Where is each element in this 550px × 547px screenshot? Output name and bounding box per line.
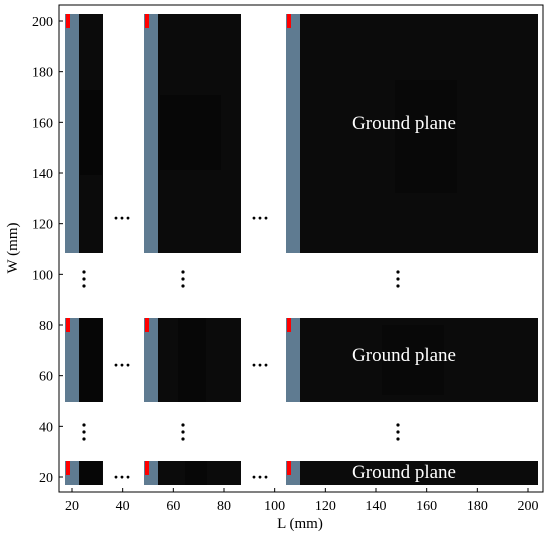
shade — [185, 461, 207, 485]
x-tick-label: 80 — [217, 499, 231, 514]
shade — [80, 90, 102, 175]
feed-marker — [145, 14, 149, 28]
shade — [80, 318, 102, 402]
substrate-strip — [286, 318, 300, 402]
horizontal-ellipsis: ··· — [113, 208, 131, 228]
y-tick-label: 40 — [39, 420, 53, 435]
horizontal-ellipsis: ··· — [251, 355, 269, 375]
feed-marker — [287, 318, 291, 332]
shade — [160, 95, 221, 170]
substrate-strip — [65, 318, 79, 402]
x-axis-label: L (mm) — [277, 516, 323, 532]
row-top: Ground plane — [65, 14, 538, 253]
row-middle: Ground plane — [65, 318, 538, 402]
y-tick-label: 80 — [39, 319, 53, 334]
y-tick-label: 60 — [39, 370, 53, 385]
y-tick-label: 20 — [39, 471, 53, 486]
y-tick-label: 100 — [32, 268, 53, 283]
feed-marker — [66, 14, 70, 28]
substrate-strip — [144, 14, 158, 253]
feed-marker — [145, 318, 149, 332]
shade — [382, 325, 444, 395]
ground-plane-label: Ground plane — [352, 462, 456, 483]
x-tick-label: 20 — [65, 499, 79, 514]
shade — [395, 80, 457, 193]
y-tick-label: 120 — [32, 218, 53, 233]
feed-marker — [287, 461, 291, 475]
y-tick-label: 140 — [32, 167, 53, 182]
row-bottom: Ground plane — [65, 461, 538, 485]
vertical-ellipses — [82, 270, 400, 441]
substrate-strip — [65, 14, 79, 253]
horizontal-ellipsis: ··· — [251, 467, 269, 487]
x-tick-label: 120 — [315, 499, 336, 514]
y-tick-label: 180 — [32, 66, 53, 81]
x-tick-label: 160 — [416, 499, 437, 514]
y-axis-label: W (mm) — [5, 223, 21, 274]
x-axis: 20 40 60 80 100 120 140 160 180 200 — [65, 488, 539, 514]
feed-marker — [145, 461, 149, 475]
y-tick-label: 160 — [32, 116, 53, 131]
feed-marker — [66, 318, 70, 332]
feed-marker — [66, 461, 70, 475]
x-tick-label: 100 — [264, 499, 285, 514]
feed-marker — [287, 14, 291, 28]
y-axis: 20 40 60 80 100 120 140 160 180 200 — [32, 15, 63, 486]
horizontal-ellipsis: ··· — [113, 355, 131, 375]
ground-plane-label: Ground plane — [352, 345, 456, 366]
x-tick-label: 40 — [116, 499, 130, 514]
ground-plane-large-bottom — [286, 461, 538, 485]
shade — [178, 318, 206, 402]
substrate-strip — [144, 318, 158, 402]
substrate-strip — [286, 14, 300, 253]
shade — [80, 461, 102, 485]
y-tick-label: 200 — [32, 15, 53, 30]
ground-plane-label: Ground plane — [352, 113, 456, 134]
x-tick-label: 140 — [366, 499, 387, 514]
x-tick-label: 200 — [518, 499, 539, 514]
x-tick-label: 60 — [166, 499, 180, 514]
horizontal-ellipsis: ··· — [113, 467, 131, 487]
x-tick-label: 180 — [467, 499, 488, 514]
horizontal-ellipsis: ··· — [251, 208, 269, 228]
